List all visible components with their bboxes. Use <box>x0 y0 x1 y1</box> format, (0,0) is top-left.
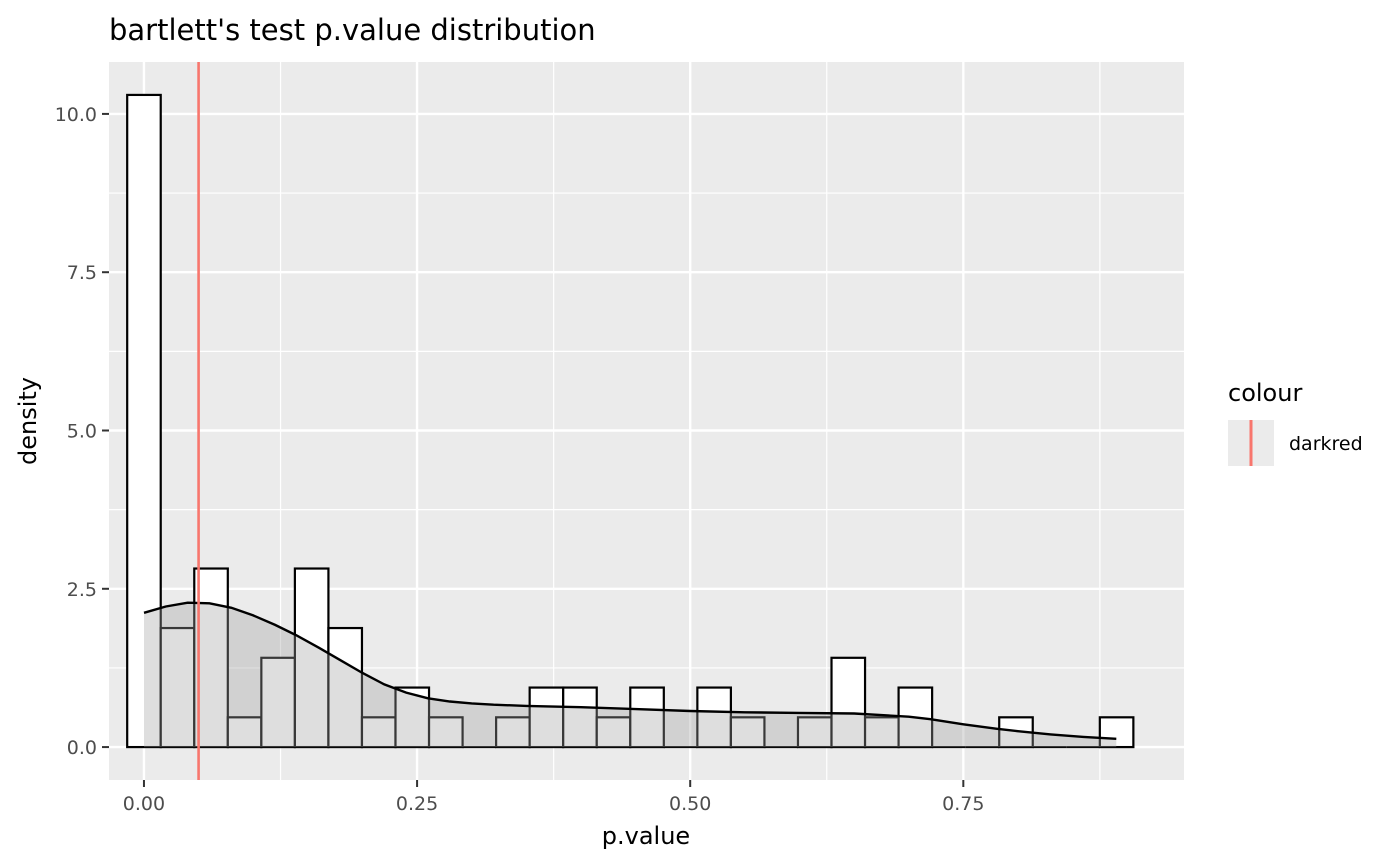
chart-title: bartlett's test p.value distribution <box>109 13 596 47</box>
y-axis-title: density <box>14 377 42 465</box>
y-tick-label: 5.0 <box>67 420 97 442</box>
density-line <box>143 601 1117 740</box>
histogram-bar <box>562 686 598 749</box>
histogram-bar <box>159 626 196 749</box>
legend-label-darkred: darkred <box>1289 433 1363 455</box>
density-area <box>144 602 1117 748</box>
histogram-bar <box>495 716 531 749</box>
y-tick-label: 2.5 <box>67 579 97 601</box>
histogram-bars <box>126 93 1135 749</box>
y-tick-label: 0.0 <box>67 737 97 759</box>
histogram-bar <box>595 716 632 749</box>
legend-title: colour <box>1228 379 1302 407</box>
histogram-bar <box>427 716 464 749</box>
x-tick-label: 0.25 <box>396 793 438 815</box>
histogram-bar <box>293 567 330 749</box>
y-tick-label: 7.5 <box>67 262 97 284</box>
x-axis-title: p.value <box>602 822 690 850</box>
axes: 0.00 0.25 0.50 0.75 0.0 2.5 5.0 7.5 10.0 <box>55 104 985 815</box>
x-tick-label: 0.00 <box>123 793 165 815</box>
histogram-bar <box>126 93 162 749</box>
x-tick-label: 0.50 <box>669 793 711 815</box>
y-tick-label: 10.0 <box>55 104 97 126</box>
histogram-bar <box>629 686 665 749</box>
x-tick-label: 0.75 <box>942 793 984 815</box>
histogram-bar <box>729 716 766 749</box>
grid-minor <box>109 62 1184 780</box>
histogram-bar <box>1098 716 1135 749</box>
legend: colour darkred <box>1228 379 1363 466</box>
histogram-bar <box>327 626 364 749</box>
histogram-bar <box>830 656 867 749</box>
density-layer <box>143 601 1117 748</box>
